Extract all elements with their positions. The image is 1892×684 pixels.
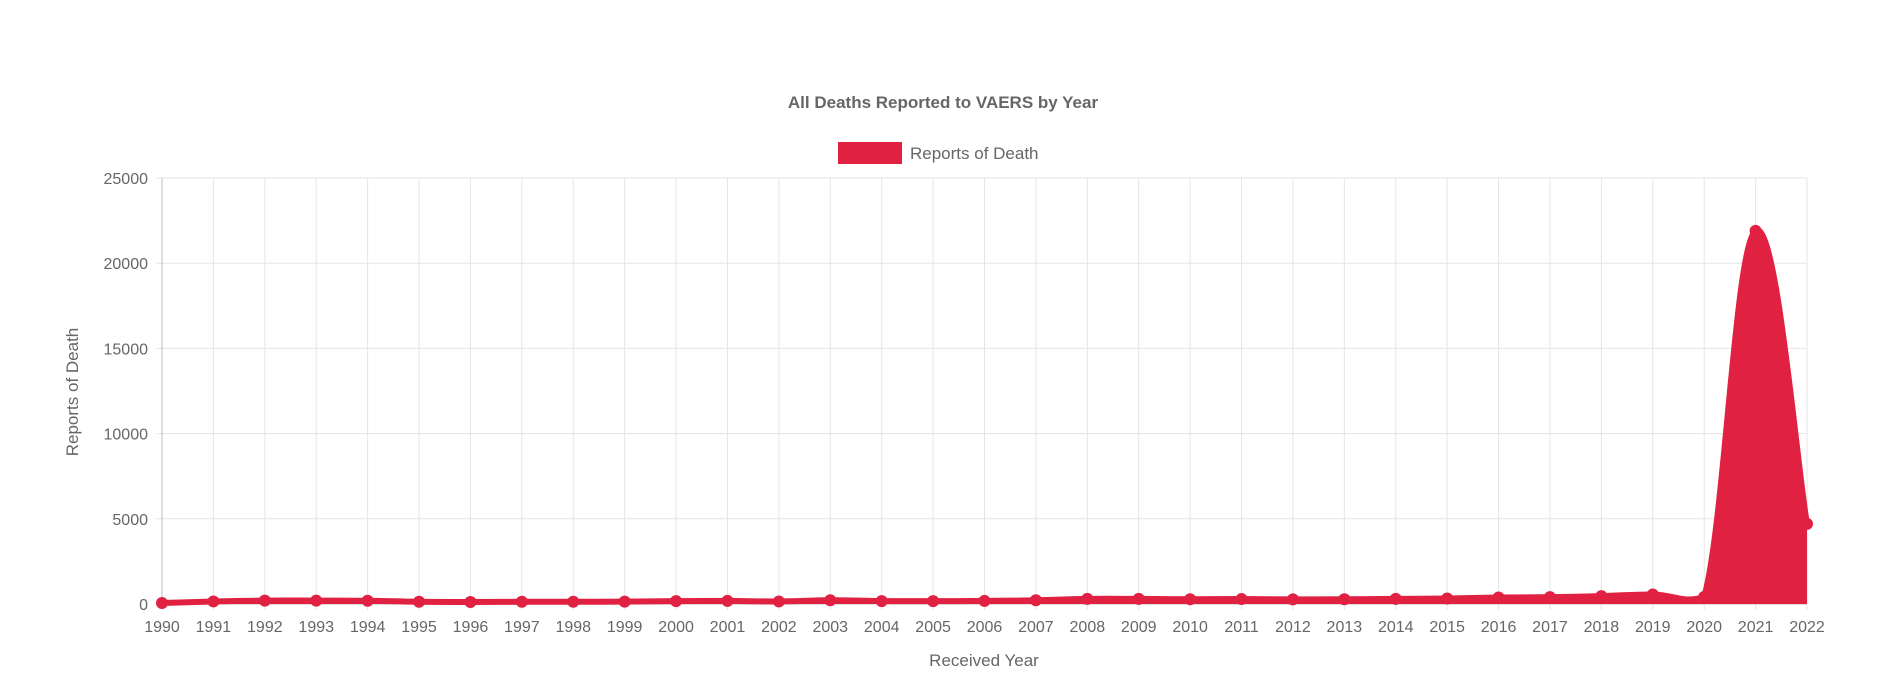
x-tick-label: 1997 bbox=[504, 619, 540, 636]
data-point-2006[interactable] bbox=[978, 594, 991, 607]
data-point-2001[interactable] bbox=[721, 594, 734, 607]
x-axis-tick-labels: 1990 1991 1992 1993 1994 1995 1996 1997 1998 1999… bbox=[144, 619, 1825, 636]
data-point-1991[interactable] bbox=[207, 595, 220, 608]
y-tick-label: 15000 bbox=[104, 341, 149, 358]
x-tick-label: 2003 bbox=[812, 619, 848, 636]
data-point-2017[interactable] bbox=[1543, 591, 1556, 604]
x-tick-label: 1998 bbox=[555, 619, 591, 636]
data-point-2022[interactable] bbox=[1801, 517, 1813, 530]
data-point-1990[interactable] bbox=[156, 596, 168, 609]
x-tick-label: 1994 bbox=[350, 619, 386, 636]
x-tick-label: 1991 bbox=[196, 619, 232, 636]
data-point-2000[interactable] bbox=[670, 595, 683, 608]
data-point-2003[interactable] bbox=[824, 594, 837, 607]
x-tick-label: 2019 bbox=[1635, 619, 1671, 636]
data-point-1993[interactable] bbox=[310, 594, 323, 607]
x-tick-label: 1992 bbox=[247, 619, 283, 636]
x-tick-label: 2016 bbox=[1481, 619, 1517, 636]
x-tick-label: 2005 bbox=[915, 619, 951, 636]
data-point-1996[interactable] bbox=[464, 595, 477, 608]
x-tick-label: 2022 bbox=[1789, 619, 1825, 636]
x-tick-label: 2006 bbox=[967, 619, 1003, 636]
x-tick-label: 2018 bbox=[1584, 619, 1620, 636]
data-point-2008[interactable] bbox=[1081, 592, 1094, 605]
grid bbox=[156, 177, 1808, 610]
data-point-1992[interactable] bbox=[258, 594, 271, 607]
x-tick-label: 2008 bbox=[1070, 619, 1106, 636]
data-point-2020[interactable] bbox=[1698, 590, 1711, 603]
data-point-2009[interactable] bbox=[1132, 592, 1145, 605]
data-point-2019[interactable] bbox=[1646, 588, 1659, 601]
x-tick-label: 2012 bbox=[1275, 619, 1311, 636]
y-tick-label: 25000 bbox=[104, 171, 149, 188]
data-point-1997[interactable] bbox=[515, 595, 528, 608]
data-point-2004[interactable] bbox=[875, 595, 888, 608]
x-tick-label: 1995 bbox=[401, 619, 437, 636]
data-point-2007[interactable] bbox=[1029, 594, 1042, 607]
x-tick-label: 2020 bbox=[1686, 619, 1722, 636]
data-point-1995[interactable] bbox=[413, 595, 426, 608]
x-tick-label: 2002 bbox=[761, 619, 797, 636]
legend-swatch[interactable] bbox=[838, 142, 902, 164]
x-axis-title: Received Year bbox=[929, 651, 1039, 670]
y-tick-label: 10000 bbox=[104, 427, 149, 444]
y-axis-tick-labels: 0 5000 10000 15000 20000 25000 bbox=[104, 171, 149, 614]
data-point-2002[interactable] bbox=[772, 595, 785, 608]
x-tick-label: 2007 bbox=[1018, 619, 1054, 636]
data-point-1998[interactable] bbox=[567, 595, 580, 608]
data-points bbox=[156, 224, 1813, 609]
x-tick-label: 2013 bbox=[1327, 619, 1363, 636]
y-tick-label: 5000 bbox=[112, 512, 148, 529]
data-point-2016[interactable] bbox=[1492, 591, 1505, 604]
x-tick-label: 1996 bbox=[453, 619, 489, 636]
x-tick-label: 1993 bbox=[298, 619, 334, 636]
legend-label-reports-of-death[interactable]: Reports of Death bbox=[910, 144, 1039, 163]
y-axis-title: Reports of Death bbox=[63, 328, 82, 457]
y-tick-label: 0 bbox=[139, 597, 148, 614]
data-point-1999[interactable] bbox=[618, 595, 631, 608]
chart-title: All Deaths Reported to VAERS by Year bbox=[788, 93, 1099, 112]
x-tick-label: 2021 bbox=[1738, 619, 1774, 636]
data-point-2005[interactable] bbox=[927, 595, 940, 608]
data-point-2018[interactable] bbox=[1595, 590, 1608, 603]
data-point-2013[interactable] bbox=[1338, 593, 1351, 606]
x-tick-label: 2011 bbox=[1224, 619, 1259, 636]
x-tick-label: 2014 bbox=[1378, 619, 1414, 636]
data-point-2015[interactable] bbox=[1441, 592, 1454, 605]
x-tick-label: 2004 bbox=[864, 619, 900, 636]
x-tick-label: 2017 bbox=[1532, 619, 1568, 636]
data-point-1994[interactable] bbox=[361, 594, 374, 607]
data-point-2010[interactable] bbox=[1184, 593, 1197, 606]
x-tick-label: 1999 bbox=[607, 619, 643, 636]
data-point-2012[interactable] bbox=[1286, 593, 1299, 606]
legend[interactable]: Reports of Death bbox=[838, 142, 1039, 164]
data-point-2014[interactable] bbox=[1389, 592, 1402, 605]
x-tick-label: 2010 bbox=[1172, 619, 1208, 636]
data-point-2011[interactable] bbox=[1235, 593, 1248, 606]
data-point-2021[interactable] bbox=[1749, 224, 1762, 237]
x-tick-label: 2009 bbox=[1121, 619, 1157, 636]
x-tick-label: 1990 bbox=[144, 619, 180, 636]
x-tick-label: 2000 bbox=[658, 619, 694, 636]
x-tick-label: 2001 bbox=[710, 619, 746, 636]
x-tick-label: 2015 bbox=[1429, 619, 1465, 636]
y-tick-label: 20000 bbox=[104, 256, 149, 273]
